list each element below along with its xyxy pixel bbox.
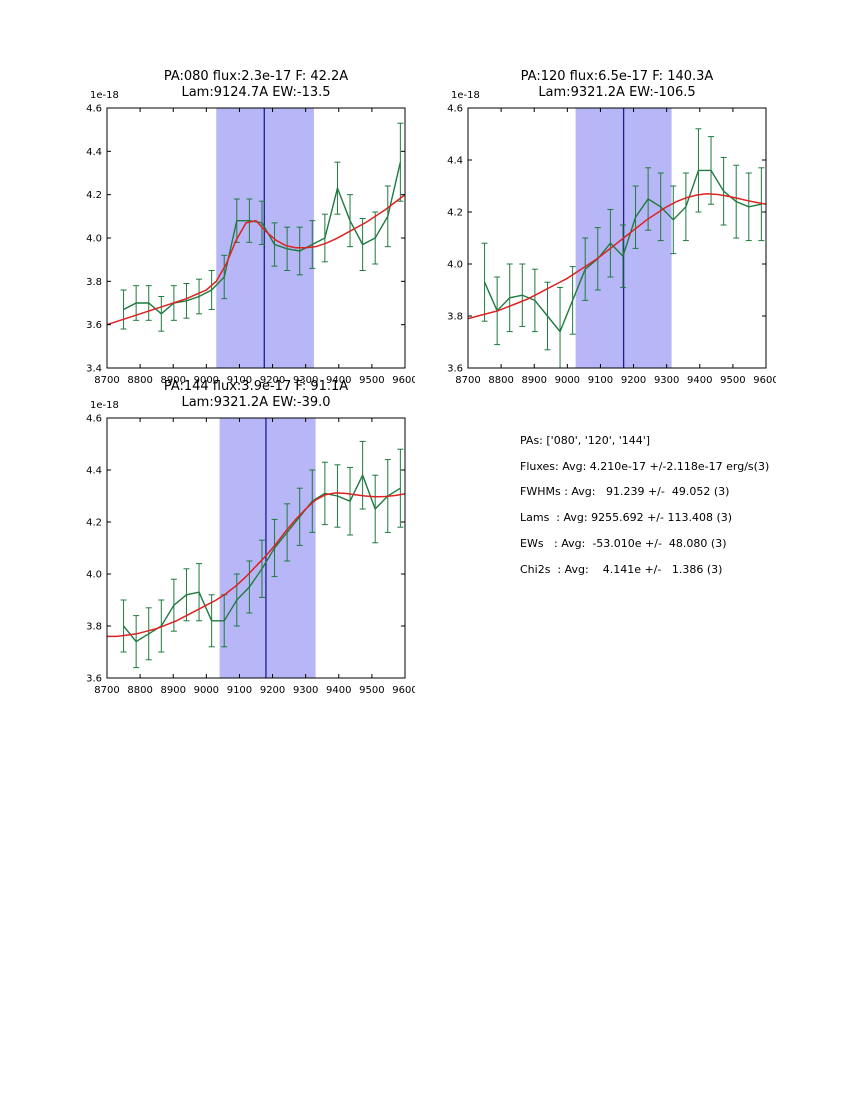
y-axis-offset-label: 1e-18 (90, 90, 119, 101)
stats-line-ews: EWs : Avg: -53.010e +/- 48.080 (3) (520, 536, 727, 550)
svg-text:4.4: 4.4 (447, 156, 463, 167)
svg-text:9200: 9200 (260, 685, 285, 696)
stats-line-pas: PAs: ['080', '120', '144'] (520, 434, 651, 447)
svg-text:3.8: 3.8 (86, 622, 102, 633)
chart-title-line1: PA:080 flux:2.3e-17 F: 42.2A (163, 69, 349, 84)
svg-text:3.8: 3.8 (447, 312, 463, 323)
svg-text:4.0: 4.0 (86, 234, 102, 245)
y-axis-offset-label: 1e-18 (90, 400, 119, 411)
svg-text:9300: 9300 (654, 375, 679, 386)
chart-title-pa120: PA:120 flux:6.5e-17 F: 140.3A Lam:9321.2… (468, 69, 766, 101)
svg-text:8800: 8800 (127, 375, 152, 386)
svg-text:4.4: 4.4 (86, 147, 102, 158)
svg-text:8900: 8900 (521, 375, 546, 386)
svg-text:4.6: 4.6 (86, 414, 102, 425)
svg-text:9300: 9300 (293, 375, 318, 386)
svg-text:8700: 8700 (94, 685, 119, 696)
svg-text:9500: 9500 (359, 685, 384, 696)
svg-text:9300: 9300 (293, 685, 318, 696)
stats-line-lams: Lams : Avg: 9255.692 +/- 113.408 (3) (520, 511, 733, 525)
svg-text:9000: 9000 (194, 685, 219, 696)
chart-title-pa080: PA:080 flux:2.3e-17 F: 42.2A Lam:9124.7A… (107, 69, 405, 101)
chart-title-line1: PA:120 flux:6.5e-17 F: 140.3A (520, 69, 714, 84)
svg-text:8800: 8800 (488, 375, 513, 386)
y-axis-offset-label: 1e-18 (451, 90, 480, 101)
svg-text:9200: 9200 (621, 375, 646, 386)
chart-title-line2: Lam:9321.2A EW:-39.0 (181, 395, 331, 410)
svg-text:4.4: 4.4 (86, 466, 102, 477)
chart-pa144-plot: 8700 8800 8900 9000 9100 9200 9300 9400 9500 9600… (86, 414, 415, 697)
subplot-pa120: PA:120 flux:6.5e-17 F: 140.3A Lam:9321.2… (428, 64, 776, 399)
svg-text:3.8: 3.8 (86, 277, 102, 288)
subplot-pa080: PA:080 flux:2.3e-17 F: 42.2A Lam:9124.7A… (67, 64, 415, 399)
subplot-pa144: PA:144 flux:3.9e-17 F: 91.1A Lam:9321.2A… (67, 374, 415, 709)
svg-text:4.6: 4.6 (447, 104, 463, 115)
svg-text:9000: 9000 (555, 375, 580, 386)
chart-title-line1: PA:144 flux:3.9e-17 F: 91.1A (163, 379, 349, 394)
svg-text:4.2: 4.2 (447, 208, 463, 219)
chart-pa120-plot: 8700 8800 8900 9000 9100 9200 9300 9400 9500 9600… (447, 104, 776, 387)
svg-text:8900: 8900 (160, 375, 185, 386)
svg-text:9400: 9400 (326, 685, 351, 696)
stats-line-fluxes: Fluxes: Avg: 4.210e-17 +/-2.118e-17 erg/… (520, 459, 770, 473)
svg-text:9100: 9100 (588, 375, 613, 386)
chart-pa080-plot: 8700 8800 8900 9000 9100 9200 9300 9400 9500 9600… (86, 104, 415, 387)
chart-title-line2: Lam:9124.7A EW:-13.5 (181, 85, 331, 100)
svg-text:9200: 9200 (260, 375, 285, 386)
svg-text:9100: 9100 (227, 375, 252, 386)
svg-text:9000: 9000 (194, 375, 219, 386)
svg-text:3.6: 3.6 (447, 364, 463, 375)
svg-text:3.6: 3.6 (86, 674, 102, 685)
svg-text:3.4: 3.4 (86, 364, 102, 375)
svg-text:4.2: 4.2 (86, 190, 102, 201)
chart-title-pa144: PA:144 flux:3.9e-17 F: 91.1A Lam:9321.2A… (107, 379, 405, 411)
svg-text:4.0: 4.0 (447, 260, 463, 271)
svg-text:8900: 8900 (160, 685, 185, 696)
svg-text:9400: 9400 (687, 375, 712, 386)
svg-text:4.6: 4.6 (86, 104, 102, 115)
svg-text:9400: 9400 (326, 375, 351, 386)
svg-text:9500: 9500 (720, 375, 745, 386)
svg-text:3.6: 3.6 (86, 320, 102, 331)
stats-line-chi2s: Chi2s : Avg: 4.141e +/- 1.386 (3) (520, 562, 723, 576)
svg-text:9600: 9600 (392, 375, 415, 386)
svg-text:9600: 9600 (753, 375, 776, 386)
svg-text:9500: 9500 (359, 375, 384, 386)
svg-text:8700: 8700 (455, 375, 480, 386)
svg-text:9100: 9100 (227, 685, 252, 696)
stats-line-fwhms: FWHMs : Avg: 91.239 +/- 49.052 (3) (520, 485, 730, 499)
svg-text:9600: 9600 (392, 685, 415, 696)
svg-text:4.2: 4.2 (86, 518, 102, 529)
svg-text:8700: 8700 (94, 375, 119, 386)
chart-title-line2: Lam:9321.2A EW:-106.5 (538, 85, 696, 100)
svg-text:8800: 8800 (127, 685, 152, 696)
svg-text:4.0: 4.0 (86, 570, 102, 581)
stats-panel: PAs: ['080', '120', '144'] Fluxes: Avg: … (520, 428, 769, 582)
